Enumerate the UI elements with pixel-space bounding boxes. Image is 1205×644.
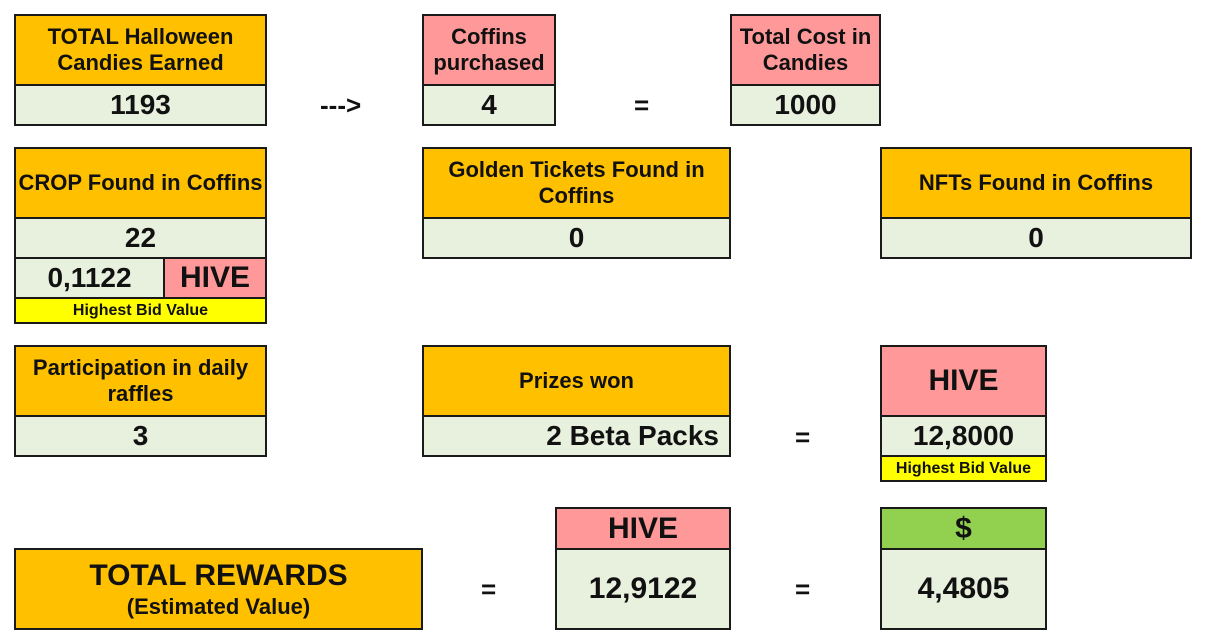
prize-hive-value: 12,8000 xyxy=(880,415,1047,457)
candies-label: TOTAL Halloween Candies Earned xyxy=(14,14,267,86)
total-hive-label: HIVE xyxy=(555,507,731,550)
total-rewards-sublabel: (Estimated Value) xyxy=(126,593,311,619)
total-cost-label: Total Cost in Candies xyxy=(730,14,881,86)
coffins-value: 4 xyxy=(422,84,556,126)
crop-bid-note: Highest Bid Value xyxy=(14,297,267,324)
crop-value: 22 xyxy=(14,217,267,259)
total-rewards-label: TOTAL REWARDS xyxy=(89,558,348,592)
nfts-value: 0 xyxy=(880,217,1192,259)
equals-symbol: = xyxy=(481,574,497,604)
prizes-item: Beta Packs xyxy=(569,420,719,452)
prizes-label: Prizes won xyxy=(422,345,731,417)
arrow-symbol: ---> xyxy=(320,90,362,120)
prizes-value: 2 Beta Packs xyxy=(422,415,731,457)
equals-symbol: = xyxy=(795,574,811,604)
nfts-label: NFTs Found in Coffins xyxy=(880,147,1192,219)
crop-hive-value: 0,1122 xyxy=(14,257,165,299)
prize-bid-note: Highest Bid Value xyxy=(880,455,1047,482)
raffles-label: Participation in daily raffles xyxy=(14,345,267,417)
equals-symbol: = xyxy=(795,422,811,452)
crop-label: CROP Found in Coffins xyxy=(14,147,267,219)
total-cost-value: 1000 xyxy=(730,84,881,126)
total-hive-value: 12,9122 xyxy=(555,548,731,630)
prizes-count: 2 xyxy=(546,420,562,452)
candies-value: 1193 xyxy=(14,84,267,126)
total-rewards-box: TOTAL REWARDS (Estimated Value) xyxy=(14,548,423,630)
golden-tickets-label: Golden Tickets Found in Coffins xyxy=(422,147,731,219)
equals-symbol: = xyxy=(634,90,650,120)
total-usd-label: $ xyxy=(880,507,1047,550)
golden-tickets-value: 0 xyxy=(422,217,731,259)
coffins-label: Coffins purchased xyxy=(422,14,556,86)
raffles-value: 3 xyxy=(14,415,267,457)
prize-hive-label: HIVE xyxy=(880,345,1047,417)
crop-hive-label: HIVE xyxy=(163,257,267,299)
total-usd-value: 4,4805 xyxy=(880,548,1047,630)
